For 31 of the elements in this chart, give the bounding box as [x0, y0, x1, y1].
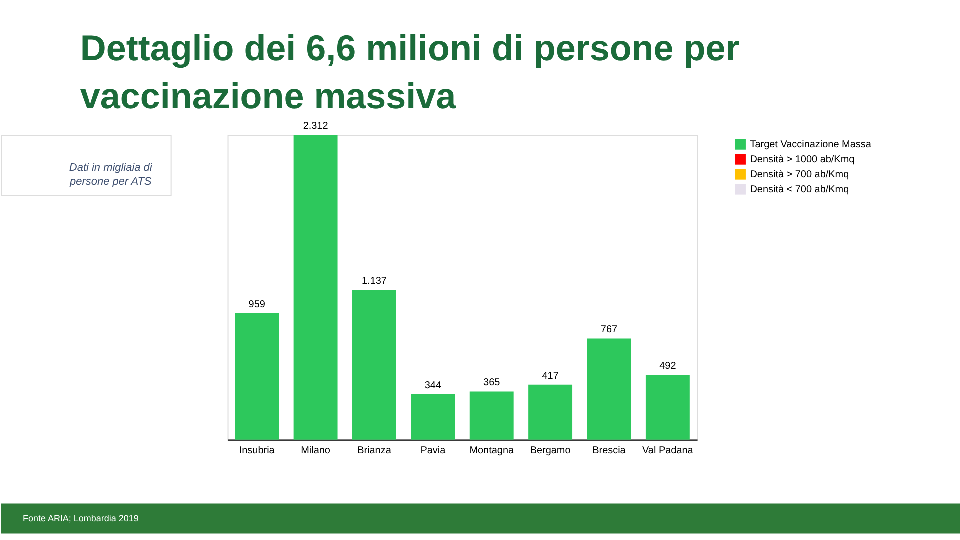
x-tick-label: Brescia: [592, 445, 626, 456]
chart-title: Dettaglio dei 6,6 milioni di persone per vaccinazione massiva: [80, 28, 740, 117]
legend-label: Target Vaccinazione Massa: [750, 140, 872, 151]
data-label: 959: [248, 299, 266, 310]
bar: [352, 290, 396, 440]
data-label: 1.137: [362, 276, 388, 287]
bar: [294, 135, 338, 440]
data-label: 767: [600, 324, 618, 336]
bar: [235, 313, 280, 440]
x-tick-label: Val Padana: [642, 445, 694, 456]
x-tick-label: Brianza: [358, 445, 392, 456]
legend-label: Densità > 1000 ab/Kmq: [750, 154, 855, 166]
text: Dati in migliaia di persone per ATS: [69, 162, 153, 188]
bar: [646, 374, 690, 440]
legend-label: Densità > 700 ab/Kmq: [750, 170, 850, 181]
bar: [411, 394, 456, 440]
x-tick-label: Insubria: [239, 445, 276, 456]
x-tick-label: Bergamo: [530, 445, 572, 456]
x-tick-label: Pavia: [420, 445, 446, 456]
data-label: 492: [660, 360, 677, 372]
x-tick-label: Montagna: [470, 445, 514, 456]
legend-label: Densità < 700 ab/Kmq: [750, 184, 850, 196]
data-label: 365: [484, 378, 501, 389]
source-note: Fonte ARIA; Lombardia 2019: [22, 514, 139, 524]
data-label: 344: [424, 380, 442, 392]
x-tick-label: Milano: [301, 445, 331, 456]
bar: [528, 384, 573, 440]
bar: [587, 338, 632, 440]
bar: [470, 392, 514, 440]
data-label: 2.312: [303, 121, 329, 132]
data-label: 417: [542, 370, 560, 382]
